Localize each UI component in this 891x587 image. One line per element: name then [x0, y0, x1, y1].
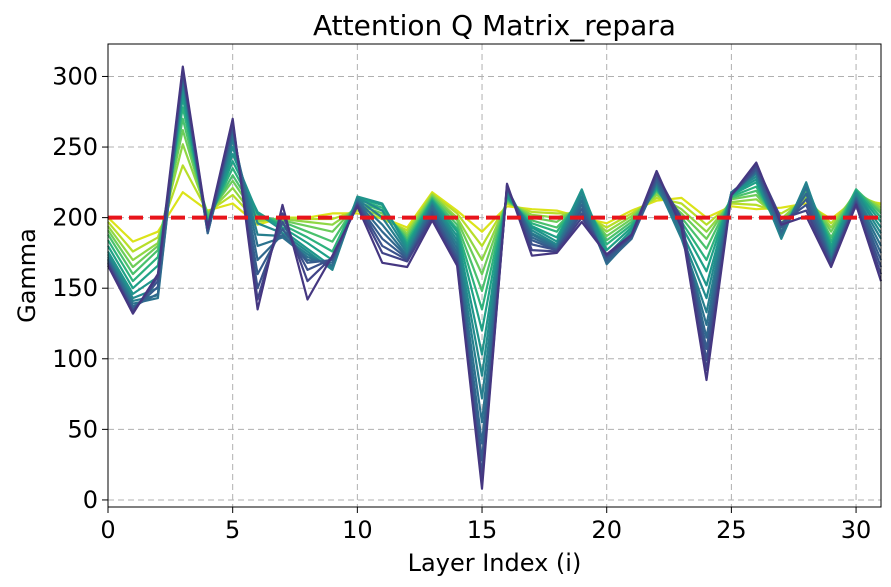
- x-tick-label: 0: [100, 516, 115, 544]
- x-tick-label: 5: [225, 516, 240, 544]
- series-line-8: [107, 89, 882, 356]
- y-tick-label: 150: [52, 274, 98, 302]
- x-tick-label: 20: [591, 516, 622, 544]
- y-axis-title: Gamma: [13, 228, 41, 323]
- x-tick-label: 10: [342, 516, 373, 544]
- plot-frame: [107, 43, 882, 508]
- y-tick-label: 200: [52, 204, 98, 232]
- x-tick-label: 25: [716, 516, 747, 544]
- x-axis-title: Layer Index (i): [408, 549, 582, 577]
- x-tick-label: 15: [467, 516, 498, 544]
- y-tick-label: 0: [83, 486, 98, 514]
- y-tick-label: 300: [52, 62, 98, 90]
- series-line-5: [107, 117, 882, 293]
- series-line-16: [107, 65, 883, 490]
- y-tick-label: 50: [67, 415, 98, 443]
- series-line-3: [107, 143, 882, 262]
- series-line-2: [107, 164, 882, 253]
- series-line-7: [107, 96, 882, 332]
- y-tick-label: 250: [52, 133, 98, 161]
- chart-title: Attention Q Matrix_repara: [313, 9, 676, 42]
- series-line-6: [107, 106, 882, 311]
- series-lines: [107, 65, 883, 490]
- y-tick-label: 100: [52, 345, 98, 373]
- grid-lines: [107, 44, 881, 507]
- series-line-4: [107, 129, 882, 276]
- x-tick-label: 30: [841, 516, 872, 544]
